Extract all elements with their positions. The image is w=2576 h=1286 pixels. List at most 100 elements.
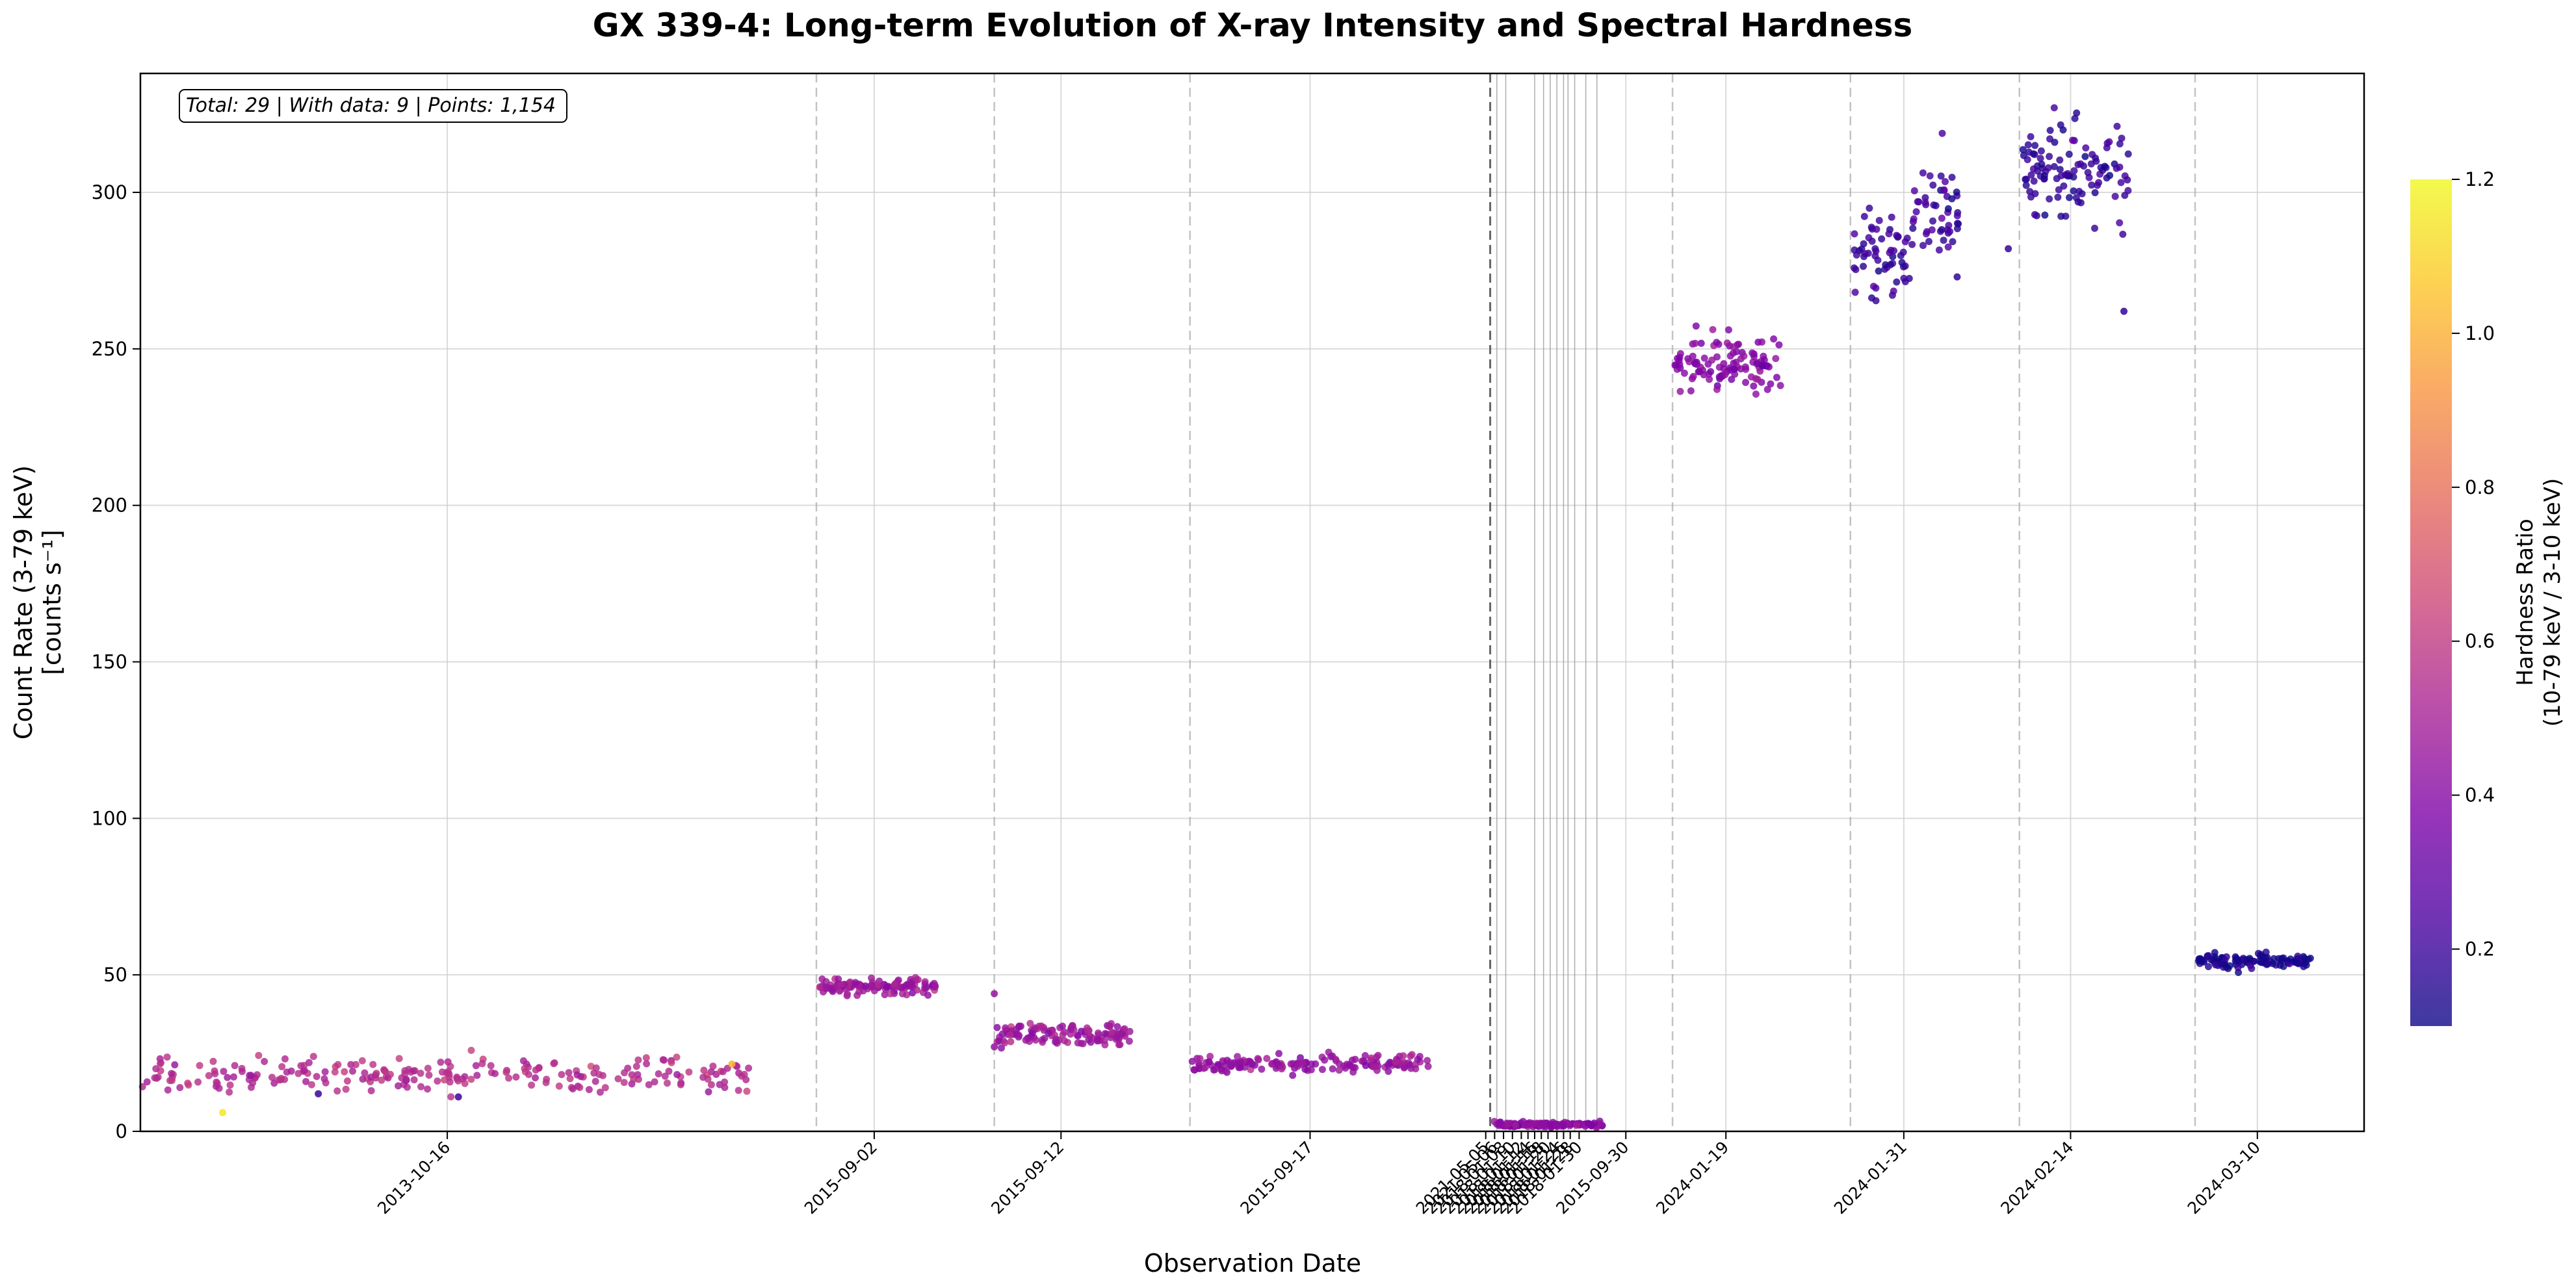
data-point bbox=[634, 1071, 642, 1079]
data-point bbox=[315, 1090, 322, 1098]
data-point bbox=[473, 1072, 481, 1079]
data-point bbox=[2287, 955, 2295, 963]
data-point bbox=[2234, 956, 2241, 964]
data-point bbox=[883, 983, 891, 991]
data-point bbox=[642, 1054, 650, 1062]
data-point bbox=[1106, 1023, 1113, 1031]
data-point bbox=[1672, 361, 1680, 369]
data-point bbox=[1041, 1035, 1048, 1042]
data-point bbox=[1720, 360, 1728, 368]
data-point bbox=[2124, 186, 2132, 194]
data-point bbox=[402, 1075, 410, 1083]
data-point bbox=[1692, 322, 1700, 330]
data-point bbox=[1052, 1036, 1060, 1044]
data-point bbox=[668, 1059, 675, 1066]
data-point bbox=[1851, 289, 1859, 296]
data-point bbox=[1362, 1062, 1370, 1070]
x-axis-label: Observation Date bbox=[1144, 1249, 1361, 1278]
data-point bbox=[1893, 278, 1901, 286]
data-point bbox=[157, 1059, 164, 1066]
data-point bbox=[660, 1057, 668, 1064]
data-point bbox=[673, 1053, 681, 1061]
data-point bbox=[387, 1070, 394, 1078]
data-point bbox=[1318, 1066, 1326, 1074]
data-point bbox=[333, 1087, 341, 1095]
data-point bbox=[281, 1055, 289, 1062]
data-point bbox=[2020, 151, 2027, 159]
data-point bbox=[835, 975, 842, 983]
data-point bbox=[1713, 385, 1721, 393]
data-point bbox=[1899, 263, 1907, 271]
data-point bbox=[1511, 1122, 1519, 1129]
data-point bbox=[347, 1061, 355, 1068]
data-point bbox=[401, 1070, 409, 1078]
data-point bbox=[491, 1070, 499, 1077]
data-point bbox=[1763, 385, 1771, 393]
data-point bbox=[358, 1057, 366, 1064]
data-point bbox=[913, 986, 921, 994]
data-point bbox=[321, 1068, 329, 1075]
data-point bbox=[2044, 164, 2052, 172]
data-point bbox=[1095, 1029, 1102, 1037]
data-point bbox=[823, 983, 831, 991]
y-tick-label: 50 bbox=[103, 964, 127, 986]
data-point bbox=[2041, 211, 2049, 219]
data-point bbox=[1294, 1062, 1301, 1070]
data-point bbox=[1908, 240, 1916, 248]
data-point bbox=[171, 1061, 179, 1069]
data-point bbox=[1125, 1037, 1133, 1045]
data-point bbox=[2088, 181, 2096, 189]
data-point bbox=[655, 1070, 662, 1077]
data-point bbox=[2103, 144, 2111, 151]
data-point bbox=[818, 975, 826, 983]
data-point bbox=[2084, 169, 2092, 176]
data-point bbox=[2300, 953, 2308, 960]
data-point bbox=[735, 1087, 742, 1094]
data-point bbox=[565, 1069, 573, 1077]
data-point bbox=[153, 1074, 161, 1082]
data-point bbox=[1522, 1121, 1530, 1129]
data-point bbox=[300, 1062, 308, 1070]
colorbar-label-line2: (10-79 keV / 3-10 keV) bbox=[2540, 478, 2566, 727]
data-point bbox=[592, 1064, 600, 1072]
data-point bbox=[2069, 136, 2076, 144]
data-point bbox=[558, 1071, 566, 1079]
data-point bbox=[1074, 1039, 1082, 1047]
data-point bbox=[437, 1059, 445, 1066]
data-point bbox=[1015, 1031, 1023, 1039]
data-point bbox=[322, 1079, 330, 1087]
data-point bbox=[1926, 172, 1934, 180]
data-point bbox=[1210, 1066, 1217, 1074]
data-point bbox=[1938, 214, 1945, 222]
data-point bbox=[512, 1073, 520, 1081]
data-point bbox=[2105, 138, 2113, 146]
data-point bbox=[721, 1084, 729, 1091]
data-point bbox=[1932, 202, 1940, 209]
data-point bbox=[1928, 226, 1936, 234]
data-point bbox=[1878, 235, 1886, 243]
data-point bbox=[2064, 170, 2072, 177]
data-point bbox=[721, 1078, 729, 1086]
data-point bbox=[630, 1075, 638, 1083]
data-point bbox=[502, 1068, 510, 1076]
data-point bbox=[2037, 147, 2045, 155]
colorbar-ticks: 0.2 0.4 0.6 0.8 1.0 1.2 bbox=[2452, 168, 2495, 960]
data-point bbox=[1742, 379, 1749, 386]
data-point bbox=[309, 1053, 317, 1061]
data-point bbox=[543, 1075, 551, 1083]
y-axis-label-line1: Count Rate (3-79 keV) bbox=[9, 465, 38, 739]
data-point bbox=[378, 1076, 385, 1084]
data-point bbox=[168, 1070, 176, 1077]
data-point bbox=[1723, 339, 1731, 347]
data-point bbox=[1873, 225, 1880, 233]
y-tick-label: 0 bbox=[116, 1120, 127, 1142]
stats-annotation-text: Total: 29 | With data: 9 | Points: 1,154 bbox=[186, 94, 556, 117]
data-point bbox=[1741, 363, 1749, 371]
y-tick-label: 100 bbox=[92, 807, 127, 829]
data-point bbox=[1559, 1120, 1567, 1128]
data-point bbox=[261, 1058, 268, 1065]
data-point bbox=[1234, 1053, 1242, 1061]
data-point bbox=[1948, 195, 1956, 203]
data-point bbox=[1726, 364, 1734, 372]
